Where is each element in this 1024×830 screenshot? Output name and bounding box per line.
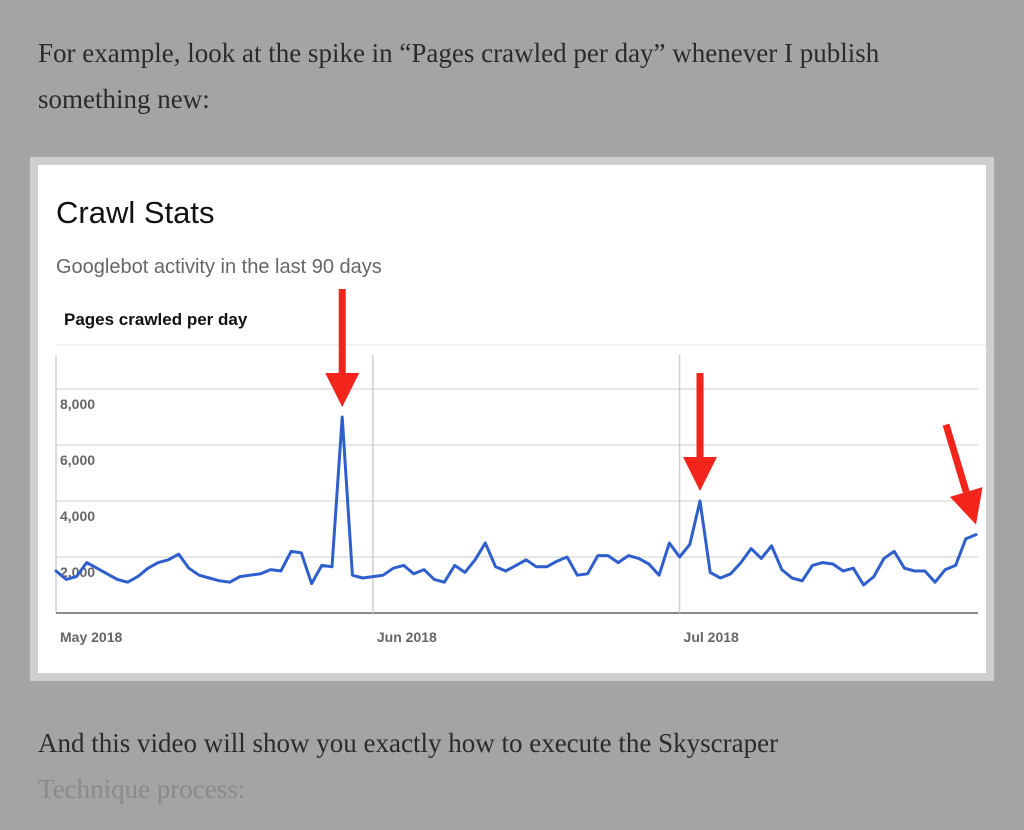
outro-text-faded: Technique process:	[38, 774, 246, 804]
annotation-arrow	[325, 289, 360, 407]
y-tick-label: 4,000	[60, 508, 95, 524]
y-tick-label: 8,000	[60, 396, 95, 412]
arrow-head	[325, 373, 360, 407]
arrow-shaft	[942, 423, 970, 494]
outro-text: And this video will show you exactly how…	[38, 728, 779, 758]
annotation-arrows	[325, 289, 983, 525]
annotation-arrow	[942, 423, 983, 525]
intro-paragraph: For example, look at the spike in “Pages…	[38, 38, 880, 114]
chart-label: Pages crawled per day	[64, 310, 248, 329]
x-tick-label: Jun 2018	[377, 629, 437, 645]
crawl-stats-figure: Crawl Stats Googlebot activity in the la…	[30, 157, 994, 681]
chart-title: Crawl Stats	[56, 195, 214, 230]
series-line	[54, 415, 978, 587]
chart-subtitle: Googlebot activity in the last 90 days	[56, 256, 382, 278]
gridlines	[55, 355, 978, 614]
outro-paragraph: And this video will show you exactly how…	[38, 720, 998, 812]
y-axis-ticks: 2,000 4,000 6,000 8,000	[60, 396, 95, 580]
annotation-arrow	[683, 373, 717, 491]
x-axis-ticks: May 2018 Jun 2018 Jul 2018	[60, 629, 739, 645]
crawl-stats-chart: Crawl Stats Googlebot activity in the la…	[54, 195, 986, 645]
y-tick-label: 6,000	[60, 452, 95, 468]
arrow-head	[949, 487, 983, 525]
y-tick-label: 2,000	[60, 564, 95, 580]
crawl-stats-card: Crawl Stats Googlebot activity in the la…	[38, 165, 986, 673]
x-tick-label: Jul 2018	[684, 629, 739, 645]
series-layer	[54, 415, 978, 587]
arrow-head	[683, 457, 717, 491]
x-tick-label: May 2018	[60, 629, 122, 645]
